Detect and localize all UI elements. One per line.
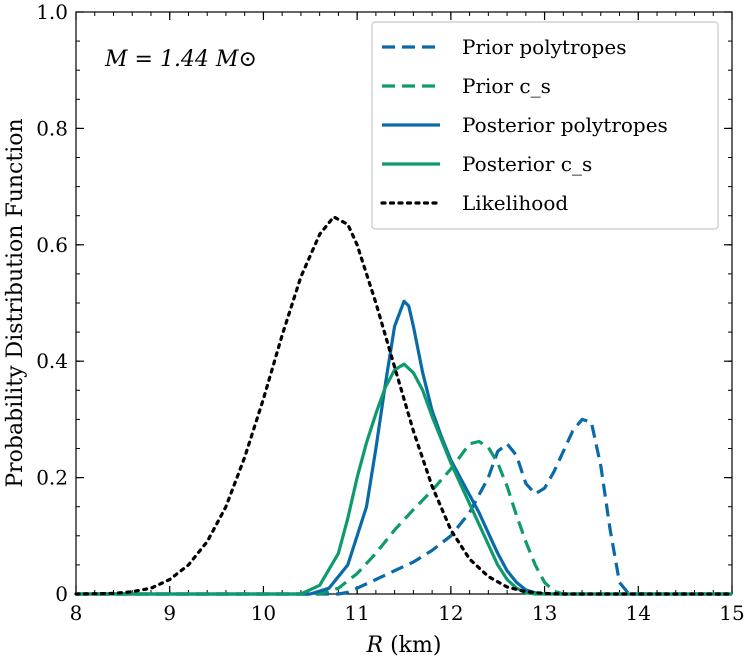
series-line-likelihood xyxy=(74,215,734,596)
x-tick-label: 13 xyxy=(532,601,557,625)
x-tick-label: 8 xyxy=(70,601,83,625)
series-line-prior-c-s xyxy=(76,439,732,596)
series-line-prior-polytropes xyxy=(76,417,732,596)
x-tick-label: 12 xyxy=(438,601,463,625)
y-tick-label: 0 xyxy=(55,582,68,606)
y-axis-label: Probability Distribution Function xyxy=(3,118,28,487)
y-tick-label: 0.4 xyxy=(36,349,68,373)
y-tick-label: 0.8 xyxy=(36,116,68,140)
legend-label-posterior-c-s: Posterior c_s xyxy=(462,152,592,176)
x-tick-label: 14 xyxy=(626,601,651,625)
x-tick-label: 15 xyxy=(719,601,744,625)
x-tick-label: 9 xyxy=(163,601,176,625)
y-tick-label: 0.6 xyxy=(36,233,68,257)
legend-label-prior-c-s: Prior c_s xyxy=(462,74,551,98)
legend-box xyxy=(371,21,719,230)
legend-label-prior-polytropes: Prior polytropes xyxy=(462,35,626,59)
y-tick-label: 1.0 xyxy=(36,0,68,24)
legend-label-posterior-polytropes: Posterior polytropes xyxy=(462,113,668,137)
series-line-posterior-polytropes xyxy=(76,299,732,596)
series-line-posterior-c-s xyxy=(76,362,732,596)
x-axis-label: R (km) xyxy=(366,633,442,658)
legend-label-likelihood: Likelihood xyxy=(462,191,568,215)
x-tick-label: 10 xyxy=(251,601,276,625)
mass-annotation: M = 1.44 M⊙ xyxy=(104,47,257,72)
x-tick-label: 11 xyxy=(344,601,369,625)
legend: Prior polytropes Prior c_s Posterior polyt… xyxy=(371,21,719,230)
y-tick-label: 0.2 xyxy=(36,466,68,490)
